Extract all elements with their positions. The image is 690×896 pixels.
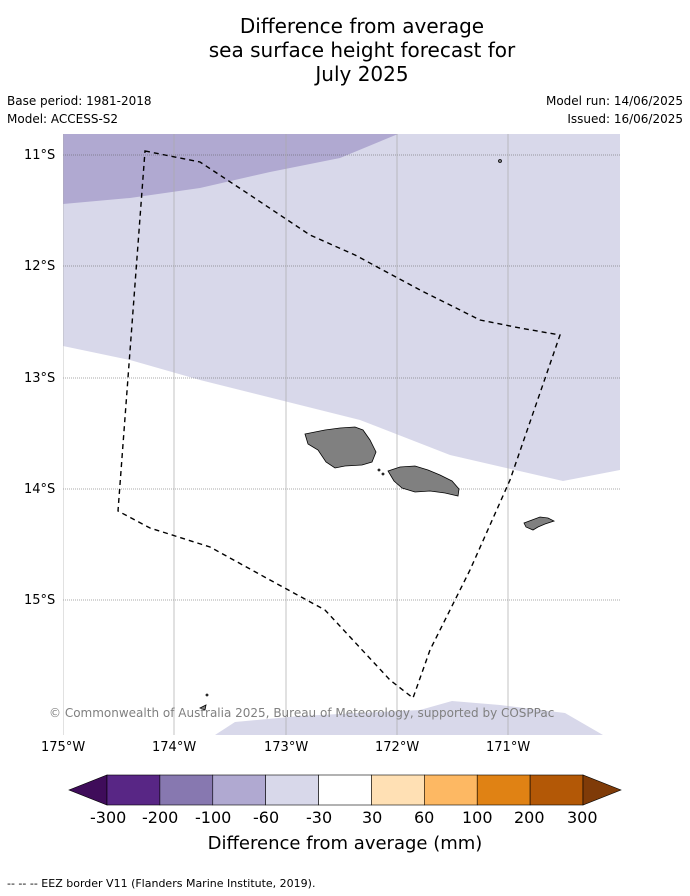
cb-tick-300: 300 (567, 808, 598, 827)
cb-tick-minus300: -300 (90, 808, 127, 827)
chart-title: Difference from average sea surface heig… (0, 14, 690, 86)
eez-border (117, 150, 561, 700)
cb-tick-minus60: -60 (253, 808, 280, 827)
lat-label-13s: 13°S (24, 371, 56, 386)
eez-legend-text: -- -- -- EEZ border V11 (Flanders Marine… (7, 877, 316, 890)
model-name: Model: ACCESS-S2 (7, 112, 119, 126)
colorbar-segment (318, 774, 372, 806)
title-line-2: sea surface height forecast for (208, 38, 516, 62)
colorbar-segment (476, 774, 531, 806)
cb-tick-200: 200 (514, 808, 545, 827)
meta-left: Base period: 1981-2018 Model: ACCESS-S2 (7, 94, 152, 130)
colorbar-segment (424, 774, 478, 806)
colorbar-segment (529, 774, 584, 806)
colorbar-segment (159, 774, 214, 806)
islet-1 (377, 468, 381, 472)
copyright-notice: © Commonwealth of Australia 2025, Bureau… (49, 706, 555, 720)
lat-label-11s: 11°S (24, 148, 56, 163)
cb-tick-60: 60 (414, 808, 435, 827)
island-swains (498, 159, 502, 163)
colorbar-segment (106, 774, 161, 806)
island-savaii (304, 426, 377, 469)
cb-tick-100: 100 (462, 808, 493, 827)
island-small-south-2 (205, 693, 209, 697)
model-run: Model run: 14/06/2025 (545, 94, 683, 108)
island-upolu (387, 465, 460, 497)
lon-label-173w: 173°W (264, 740, 309, 755)
lat-label-15s: 15°S (24, 593, 56, 608)
land (199, 159, 556, 711)
islet-2 (381, 472, 385, 476)
cb-tick-minus200: -200 (142, 808, 179, 827)
title-line-3: July 2025 (315, 62, 409, 86)
cb-tick-30: 30 (362, 808, 383, 827)
colorbar-arrow-low (68, 774, 108, 806)
colorbar-segments (68, 774, 622, 806)
island-tutuila (523, 516, 556, 531)
colorbar-segment (265, 774, 319, 806)
cb-tick-minus100: -100 (195, 808, 232, 827)
lon-label-171w: 171°W (486, 740, 531, 755)
lon-label-174w: 174°W (152, 740, 197, 755)
title-line-1: Difference from average (239, 14, 485, 38)
band-minus60-minus30-south (215, 701, 603, 735)
colorbar-segment (371, 774, 425, 806)
colorbar-label: Difference from average (mm) (207, 833, 483, 854)
cb-tick-minus30: -30 (306, 808, 333, 827)
colorbar-arrow-high (582, 774, 622, 806)
lat-label-14s: 14°S (24, 482, 56, 497)
lon-label-172w: 172°W (375, 740, 420, 755)
island-small-south (199, 704, 207, 711)
band-minus60-minus30 (63, 134, 620, 481)
lat-label-12s: 12°S (24, 259, 56, 274)
lon-label-175w: 175°W (41, 740, 86, 755)
grid (63, 134, 620, 735)
colorbar-segment (212, 774, 266, 806)
base-period: Base period: 1981-2018 (7, 94, 152, 108)
issued-date: Issued: 16/06/2025 (567, 112, 683, 126)
meta-right: Model run: 14/06/2025 Issued: 16/06/2025 (546, 94, 683, 130)
